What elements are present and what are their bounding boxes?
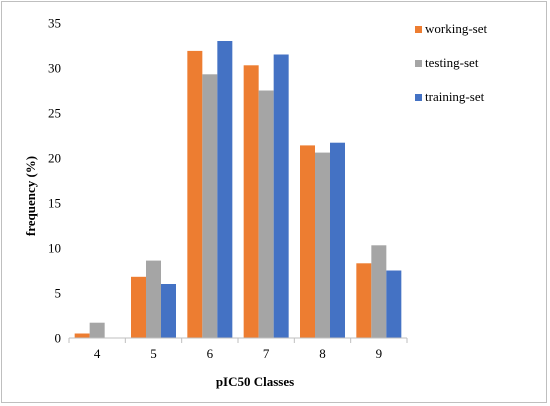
x-tick-label: 5 (150, 346, 157, 361)
bar-training-set-6 (217, 41, 233, 338)
legend-label-working-set: working-set (425, 21, 487, 36)
legend-swatch-testing-set (415, 60, 422, 67)
legend-label-training-set: training-set (425, 89, 485, 104)
bar-working-set-5 (131, 276, 146, 338)
legend: working-set testing-set training-set (415, 21, 487, 104)
x-axis-title: pIC50 Classes (216, 374, 294, 389)
bar-working-set-7 (243, 65, 259, 339)
y-tick-label: 5 (55, 286, 62, 301)
y-tick-label: 10 (48, 241, 61, 256)
bar-training-set-8 (330, 142, 345, 338)
x-tick-label: 4 (94, 346, 101, 361)
bar-working-set-4 (74, 333, 90, 338)
legend-swatch-training-set (415, 94, 422, 101)
bars (74, 41, 402, 339)
bar-testing-set-4 (89, 322, 105, 338)
x-tick-label: 7 (263, 346, 270, 361)
legend-label-testing-set: testing-set (425, 55, 479, 70)
bar-working-set-9 (356, 263, 372, 338)
bar-training-set-7 (273, 54, 289, 338)
bar-testing-set-7 (258, 90, 274, 338)
x-axis-ticks: 4 5 6 7 8 9 (68, 338, 408, 361)
x-tick-label: 8 (319, 346, 326, 361)
y-tick-label: 25 (48, 106, 61, 121)
bar-testing-set-9 (371, 245, 387, 338)
x-tick-label: 6 (207, 346, 214, 361)
bar-training-set-9 (386, 270, 402, 338)
bar-working-set-8 (300, 145, 315, 338)
x-tick-label: 9 (376, 346, 383, 361)
y-axis-ticks: 0 5 10 15 20 25 30 35 (48, 16, 61, 346)
bar-testing-set-8 (315, 152, 330, 338)
legend-swatch-working-set (415, 26, 422, 33)
bar-training-set-5 (161, 284, 176, 338)
y-tick-label: 0 (55, 331, 62, 346)
y-tick-label: 30 (48, 61, 61, 76)
bar-testing-set-5 (146, 260, 161, 338)
y-tick-label: 35 (48, 16, 61, 31)
y-tick-label: 15 (48, 196, 61, 211)
bar-working-set-6 (187, 50, 203, 339)
y-axis-title: frequency (%) (23, 156, 38, 236)
bar-testing-set-6 (202, 74, 218, 339)
y-tick-label: 20 (48, 151, 61, 166)
